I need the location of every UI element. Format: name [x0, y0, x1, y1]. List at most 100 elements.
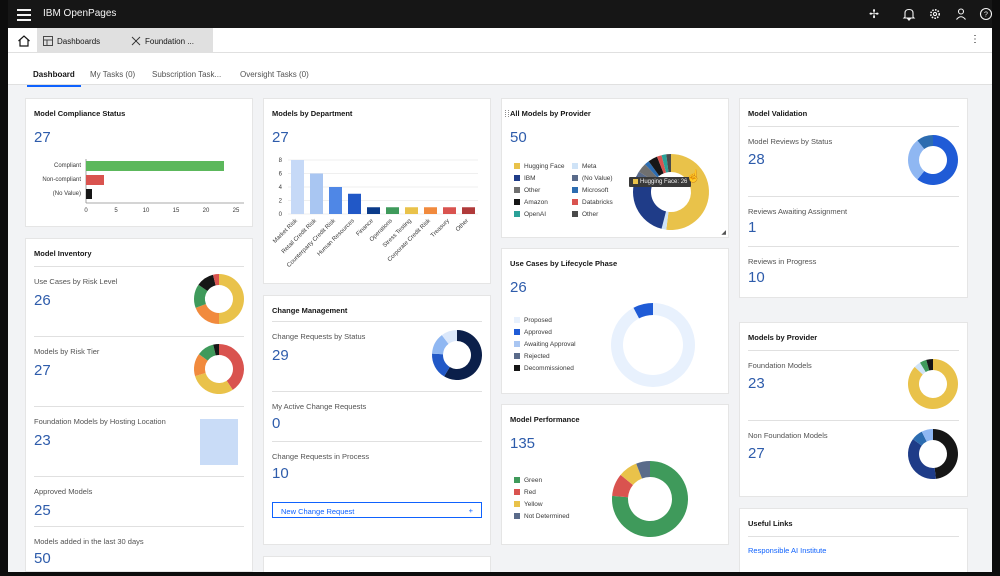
provider-slice[interactable]: [657, 155, 667, 174]
link-responsible-ai-institute[interactable]: Responsible AI Institute: [748, 546, 827, 555]
department-bar[interactable]: [424, 207, 437, 214]
home-icon[interactable]: [16, 33, 32, 49]
metric-value[interactable]: 25: [34, 502, 51, 519]
tab-foundation[interactable]: Foundation ...: [125, 28, 213, 53]
non-foundation-slice[interactable]: [912, 431, 927, 446]
metric-value[interactable]: 1: [748, 219, 757, 236]
risk-level-slice[interactable]: [213, 274, 219, 286]
risk-tier-donut[interactable]: [194, 344, 244, 394]
provider-slice[interactable]: [666, 154, 671, 173]
metric-value[interactable]: 10: [748, 269, 765, 286]
subtab-dashboard[interactable]: Dashboard: [27, 70, 81, 87]
drag-handle-icon[interactable]: [505, 110, 509, 117]
metric-value[interactable]: 0: [272, 415, 281, 432]
pin-icon[interactable]: ✢: [868, 7, 880, 21]
risk-level-slice[interactable]: [219, 274, 244, 324]
metric-value[interactable]: 28: [748, 151, 765, 168]
legend-item[interactable]: Approved: [514, 329, 552, 336]
provider-slice[interactable]: [633, 175, 667, 229]
metric-value[interactable]: 26: [34, 292, 51, 309]
overflow-menu-icon[interactable]: ⋮: [970, 34, 980, 45]
change-status-slice[interactable]: [441, 330, 457, 344]
legend-item[interactable]: Other: [572, 211, 598, 218]
notification-bell-icon[interactable]: [893, 6, 916, 22]
legend-item[interactable]: Decommissioned: [514, 365, 574, 372]
compliance-bar[interactable]: [86, 189, 92, 199]
department-bar[interactable]: [405, 207, 418, 214]
risk-level-slice[interactable]: [194, 284, 208, 308]
risk-tier-slice[interactable]: [195, 373, 233, 394]
provider-slice[interactable]: [648, 156, 664, 176]
hosting-location-treemap[interactable]: [200, 419, 238, 465]
non-foundation-models-donut[interactable]: [908, 429, 958, 479]
performance-slice[interactable]: [636, 461, 650, 479]
department-bar[interactable]: [367, 207, 380, 214]
performance-slice[interactable]: [612, 474, 633, 498]
provider-slice[interactable]: [661, 154, 669, 173]
legend-item[interactable]: Amazon: [514, 199, 548, 206]
provider-donut-chart[interactable]: [633, 154, 709, 230]
legend-item[interactable]: Awaiting Approval: [514, 341, 576, 348]
legend-item[interactable]: Yellow: [514, 501, 543, 508]
performance-slice[interactable]: [620, 463, 642, 486]
non-foundation-slice[interactable]: [933, 429, 958, 479]
lifecycle-slice[interactable]: [611, 303, 695, 387]
metric-value[interactable]: 27: [748, 445, 765, 462]
foundation-slice[interactable]: [920, 359, 930, 373]
non-foundation-slice[interactable]: [921, 429, 933, 442]
provider-slice[interactable]: [644, 161, 660, 178]
validation-slice[interactable]: [917, 135, 933, 150]
non-foundation-slice[interactable]: [908, 439, 936, 479]
performance-slice[interactable]: [612, 461, 688, 537]
metric-value[interactable]: 23: [34, 432, 51, 449]
change-status-slice[interactable]: [432, 353, 450, 377]
performance-donut-chart[interactable]: [612, 461, 688, 537]
metric-value[interactable]: 135: [510, 435, 536, 452]
validation-slice[interactable]: [908, 140, 925, 180]
review-status-donut[interactable]: [908, 135, 958, 185]
risk-level-slice[interactable]: [198, 274, 216, 292]
department-bar[interactable]: [443, 207, 456, 214]
foundation-slice[interactable]: [926, 359, 933, 371]
legend-item[interactable]: Hugging Face: [514, 163, 564, 170]
metric-value[interactable]: 50: [510, 129, 527, 146]
risk-tier-slice[interactable]: [198, 344, 216, 361]
change-status-slice[interactable]: [432, 335, 449, 355]
subtab-my-tasks[interactable]: My Tasks (0): [90, 70, 136, 79]
department-bar[interactable]: [462, 207, 475, 214]
metric-value[interactable]: 27: [34, 362, 51, 379]
metric-value[interactable]: 27: [272, 129, 289, 146]
resize-handle-icon[interactable]: ◢: [721, 230, 726, 236]
metric-value[interactable]: 26: [510, 279, 527, 296]
legend-item[interactable]: Databricks: [572, 199, 613, 206]
help-icon[interactable]: ?: [970, 6, 992, 22]
compliance-bar[interactable]: [86, 175, 104, 185]
department-bar[interactable]: [291, 160, 304, 214]
change-status-slice[interactable]: [444, 330, 482, 380]
provider-slice[interactable]: [661, 211, 669, 230]
settings-gear-icon[interactable]: [919, 6, 940, 22]
subtab-subscription-tasks[interactable]: Subscription Task...: [152, 70, 222, 79]
lifecycle-donut-chart[interactable]: [611, 303, 695, 387]
legend-item[interactable]: Microsoft: [572, 187, 608, 194]
risk-level-donut[interactable]: [194, 274, 244, 324]
validation-slice[interactable]: [917, 135, 958, 185]
department-bar[interactable]: [310, 173, 323, 215]
legend-item[interactable]: Not Determined: [514, 513, 570, 520]
legend-item[interactable]: Green: [514, 477, 542, 484]
risk-level-slice[interactable]: [195, 303, 219, 324]
department-bar[interactable]: [348, 193, 361, 214]
legend-item[interactable]: Red: [514, 489, 536, 496]
provider-slice[interactable]: [666, 154, 709, 230]
legend-item[interactable]: OpenAI: [514, 211, 546, 218]
compliance-bar[interactable]: [86, 161, 224, 171]
metric-value[interactable]: 29: [272, 347, 289, 364]
foundation-slice[interactable]: [914, 362, 926, 375]
risk-tier-slice[interactable]: [194, 354, 208, 377]
metric-value[interactable]: 50: [34, 550, 51, 567]
legend-item[interactable]: Rejected: [514, 353, 550, 360]
lifecycle-slice[interactable]: [633, 303, 653, 319]
user-profile-icon[interactable]: [945, 6, 966, 22]
hamburger-menu-icon[interactable]: [16, 6, 32, 22]
subtab-oversight-tasks[interactable]: Oversight Tasks (0): [240, 70, 309, 79]
